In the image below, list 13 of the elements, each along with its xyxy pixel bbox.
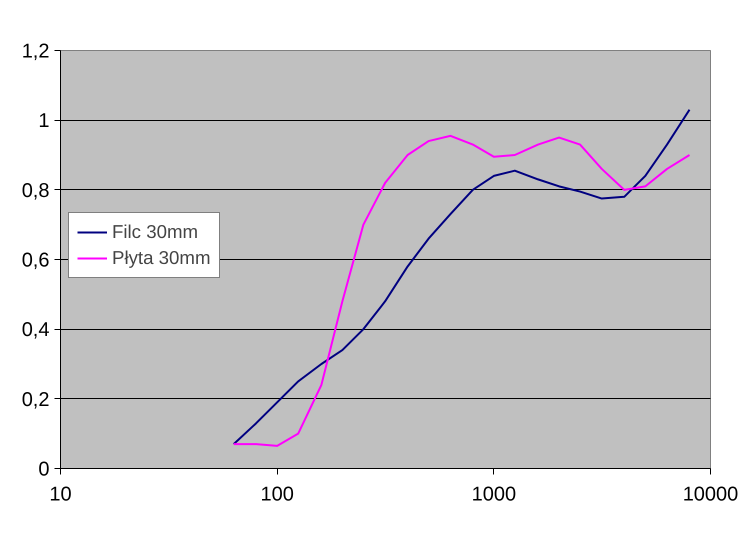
legend-label: Płyta 30mm bbox=[112, 247, 210, 269]
y-tick-label: 0,8 bbox=[22, 180, 50, 202]
y-tick-label: 0,4 bbox=[22, 319, 50, 342]
x-tick-label: 1000 bbox=[472, 484, 516, 506]
x-tick-label: 10000 bbox=[682, 484, 738, 506]
legend-label: Filc 30mm bbox=[112, 221, 198, 243]
x-tick-label: 100 bbox=[260, 484, 294, 506]
y-tick-label: 1,2 bbox=[22, 40, 50, 62]
y-tick-label: 0 bbox=[38, 458, 50, 480]
y-tick-label: 0,6 bbox=[22, 250, 50, 272]
y-tick-label: 1 bbox=[38, 110, 50, 132]
x-tick-label: 10 bbox=[49, 484, 72, 506]
y-tick-label: 0,2 bbox=[22, 388, 50, 411]
